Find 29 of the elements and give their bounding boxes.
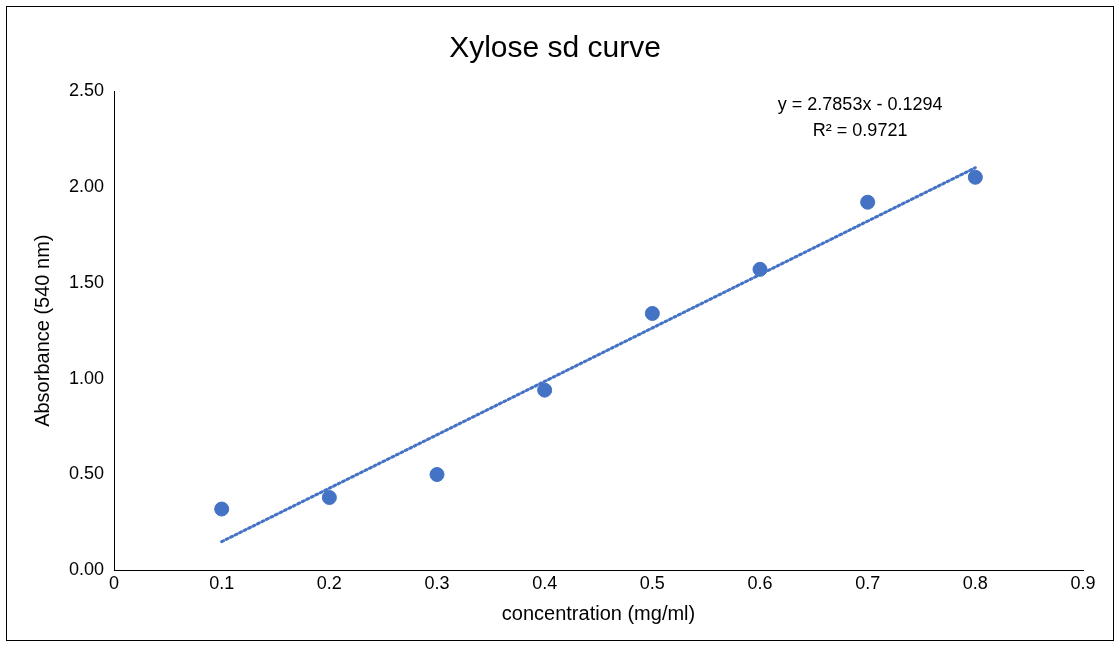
x-tick-label: 0.4 [532,573,558,594]
point [644,305,660,321]
annotation: R² = 0.9721 [812,119,908,140]
x-tick-label: 0 [109,573,120,594]
y-tick-label: 2.50 [68,79,105,100]
point [537,382,553,398]
point [429,467,445,483]
y-axis-title: Absorbance (540 nm) [30,234,53,427]
x-tick-label: 0.9 [1070,573,1096,594]
annotation: y = 2.7853x - 0.1294 [777,93,943,114]
y-tick-label: 1.00 [68,367,105,388]
y-tick-label: 0.00 [68,559,105,580]
y-tick-label: 1.50 [68,271,105,292]
point [860,194,876,210]
point [321,490,337,506]
point [752,261,768,277]
point [967,169,983,185]
y-tick-label: 0.50 [68,463,105,484]
x-tick-label: 0.8 [962,573,988,594]
x-tick-label: 0.5 [639,573,665,594]
x-tick-label: 0.7 [855,573,881,594]
x-tick-label: 0.3 [424,573,450,594]
y-tick-label: 2.00 [68,175,105,196]
x-tick-label: 0.6 [747,573,773,594]
point [214,501,230,517]
x-axis-title: concentration (mg/ml) [501,601,696,624]
x-tick-label: 0.2 [316,573,342,594]
chart-title: Xylose sd curve [449,30,661,64]
x-tick-label: 0.1 [209,573,235,594]
